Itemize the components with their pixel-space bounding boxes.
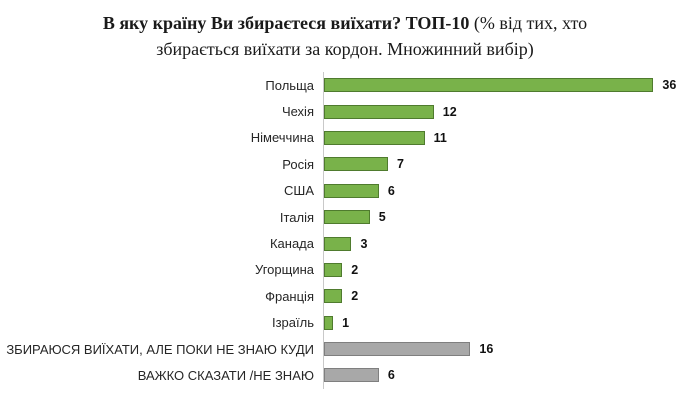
value-label: 5 [378,210,386,225]
axis-line: 3 [323,230,690,257]
chart-row: Польща 36 [0,72,690,99]
category-label: Угорщина [255,262,314,278]
bar [324,157,389,172]
chart-row: ВАЖКО СКАЗАТИ /НЕ ЗНАЮ 6 [0,362,690,389]
axis-line: 5 [323,203,690,231]
category-label: Росія [282,156,314,172]
bar [324,262,343,277]
chart-row: США 6 [0,177,690,204]
value-label: 7 [397,157,404,172]
chart-title-subtitle: (% від тих, хто збирається виїхати за ко… [156,13,588,59]
axis-line: 6 [323,177,690,204]
chart-row: Канада 3 [0,230,690,257]
chart-title-main: В яку країну Ви збираєтеся виїхати? ТОП-… [102,13,470,33]
page-title: В яку країну Ви збираєтеся виїхати? ТОП-… [65,10,625,62]
chart-row: Угорщина 2 [0,256,690,284]
value-label: 3 [360,236,368,251]
bar [324,130,425,145]
axis-line: 2 [323,256,690,284]
bar [324,210,370,225]
axis-line: 36 [323,72,690,99]
bar [324,104,434,119]
value-label: 6 [387,183,395,198]
category-label: Ізраїль [271,315,314,331]
bar [324,289,343,304]
value-label: 6 [387,368,395,383]
axis-line: 7 [323,151,690,178]
bar [324,78,654,93]
axis-line: 16 [323,335,690,363]
axis-line: 1 [323,309,690,336]
bar [324,315,334,330]
value-label: 16 [479,342,494,357]
axis-line: 2 [323,283,690,310]
value-label: 11 [433,130,447,145]
axis-line: 12 [323,98,690,125]
axis-line: 11 [323,124,690,152]
chart-row: ЗБИРАЮСЯ ВИЇХАТИ, АЛЕ ПОКИ НЕ ЗНАЮ КУДИ 1… [0,335,690,363]
value-label: 1 [342,315,350,330]
chart-row: Чехія 12 [0,98,690,125]
value-label: 2 [351,289,359,304]
bar [324,183,379,198]
category-label: США [284,183,314,199]
value-label: 36 [662,78,677,93]
plot-area: Польща 36 Чехія 12 Німеччина 11 Росія 7 США 6 Італ… [0,72,690,389]
value-label: 12 [442,104,457,119]
chart-row: Росія 7 [0,151,690,178]
category-label: ЗБИРАЮСЯ ВИЇХАТИ, АЛЕ ПОКИ НЕ ЗНАЮ КУДИ [6,341,314,357]
category-label: Чехія [281,104,314,120]
category-label: Франція [265,288,314,304]
value-label: 2 [351,262,359,277]
axis-line: 6 [323,362,690,389]
category-label: Італія [279,209,314,225]
bar [324,342,471,357]
category-label: Німеччина [250,130,314,146]
category-label: ВАЖКО СКАЗАТИ /НЕ ЗНАЮ [137,367,314,383]
chart-row: Франція 2 [0,283,690,310]
category-label: Канада [269,236,314,252]
chart-row: Ізраїль 1 [0,309,690,336]
bar [324,236,352,251]
bar [324,368,379,383]
category-label: Польща [265,77,314,93]
chart-row: Італія 5 [0,203,690,231]
chart-row: Німеччина 11 [0,124,690,152]
